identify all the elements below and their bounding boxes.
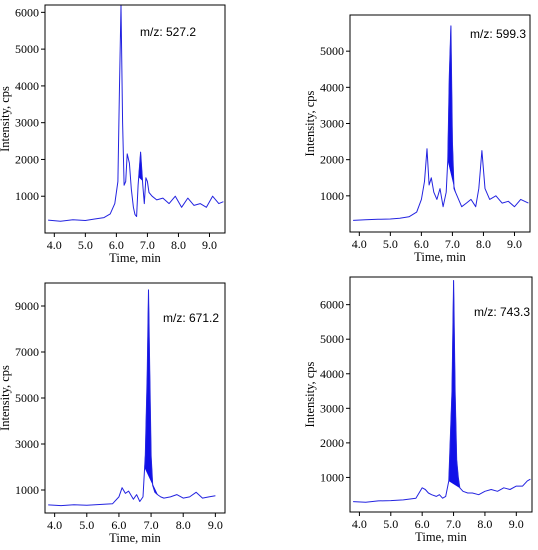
chart-panel-2: 4.0 5.0 6.0 7.0 8.0 9.0 1000 2000 3000 4000 5000 Ti… bbox=[303, 14, 531, 264]
y-tick-label: 9000 bbox=[15, 299, 39, 313]
x-tick-label: 9.0 bbox=[208, 518, 223, 532]
x-tick-label: 6.0 bbox=[415, 517, 430, 531]
chart-panel-3: 4.0 5.0 6.0 7.0 8.0 9.0 1000 3000 5000 7000 9000 Ti… bbox=[0, 282, 226, 545]
plot-frame bbox=[44, 4, 226, 234]
y-tick-label: 3000 bbox=[320, 401, 344, 415]
y-tick-label: 4000 bbox=[320, 367, 344, 381]
x-axis-label: Time, min bbox=[415, 530, 467, 544]
mz-annotation: m/z: 743.3 bbox=[474, 305, 530, 319]
y-tick-label: 5000 bbox=[320, 44, 344, 58]
y-tick-label: 5000 bbox=[15, 391, 39, 405]
y-axis-label: Intensity, cps bbox=[0, 86, 12, 152]
x-axis-label: Time, min bbox=[109, 251, 161, 265]
x-tick-label: 5.0 bbox=[383, 517, 398, 531]
chart-panel-4: 4.0 5.0 6.0 7.0 8.0 9.0 1000 2000 3000 4000 5000 60… bbox=[303, 276, 533, 544]
x-tick-label: 4.0 bbox=[352, 237, 367, 251]
x-tick-label: 7.0 bbox=[445, 237, 460, 251]
y-tick-label: 3000 bbox=[320, 117, 344, 131]
y-tick-label: 3000 bbox=[15, 437, 39, 451]
x-tick-label: 4.0 bbox=[47, 238, 62, 252]
chart-panel-1: 4.0 5.0 6.0 7.0 8.0 9.0 1000 2000 3000 4000 5000 60… bbox=[0, 4, 226, 265]
y-tick-label: 1000 bbox=[320, 470, 344, 484]
y-tick-label: 1000 bbox=[15, 189, 39, 203]
y-tick-label: 3000 bbox=[15, 116, 39, 130]
y-tick-label: 5000 bbox=[320, 332, 344, 346]
x-tick-label: 4.0 bbox=[47, 518, 62, 532]
y-tick-label: 2000 bbox=[15, 152, 39, 166]
chromatogram-trace bbox=[353, 280, 531, 503]
x-tick-label: 5.0 bbox=[79, 518, 94, 532]
chromatogram-trace bbox=[353, 25, 529, 221]
x-axis-label: Time, min bbox=[109, 531, 161, 545]
mz-annotation: m/z: 671.2 bbox=[163, 311, 219, 325]
chromatogram-trace bbox=[48, 289, 216, 507]
y-axis-label: Intensity, cps bbox=[303, 361, 317, 427]
y-tick-label: 1000 bbox=[320, 189, 344, 203]
x-tick-label: 8.0 bbox=[477, 517, 492, 531]
plot-frame bbox=[349, 276, 533, 513]
y-axis-label: Intensity, cps bbox=[0, 365, 12, 431]
x-tick-label: 6.0 bbox=[414, 237, 429, 251]
x-tick-label: 7.0 bbox=[144, 518, 159, 532]
y-tick-label: 1000 bbox=[15, 483, 39, 497]
y-tick-label: 6000 bbox=[320, 298, 344, 312]
x-tick-label: 6.0 bbox=[109, 238, 124, 252]
mz-annotation: m/z: 527.2 bbox=[140, 25, 196, 39]
x-tick-label: 5.0 bbox=[383, 237, 398, 251]
y-tick-label: 2000 bbox=[320, 153, 344, 167]
x-tick-label: 7.0 bbox=[446, 517, 461, 531]
x-tick-label: 8.0 bbox=[171, 238, 186, 252]
y-tick-label: 4000 bbox=[15, 79, 39, 93]
x-tick-label: 9.0 bbox=[509, 517, 524, 531]
x-tick-label: 8.0 bbox=[476, 237, 491, 251]
y-tick-label: 4000 bbox=[320, 80, 344, 94]
x-tick-label: 8.0 bbox=[176, 518, 191, 532]
y-tick-label: 2000 bbox=[320, 436, 344, 450]
x-axis-label: Time, min bbox=[414, 250, 466, 264]
x-tick-label: 9.0 bbox=[202, 238, 217, 252]
plot-frame bbox=[349, 14, 531, 233]
x-tick-label: 7.0 bbox=[140, 238, 155, 252]
x-tick-label: 6.0 bbox=[111, 518, 126, 532]
x-tick-label: 4.0 bbox=[352, 517, 367, 531]
y-tick-label: 6000 bbox=[15, 5, 39, 19]
mz-annotation: m/z: 599.3 bbox=[470, 27, 526, 41]
chromatogram-trace bbox=[48, 5, 224, 222]
y-tick-label: 7000 bbox=[15, 345, 39, 359]
x-tick-label: 5.0 bbox=[78, 238, 93, 252]
x-tick-label: 9.0 bbox=[507, 237, 522, 251]
y-axis-label: Intensity, cps bbox=[303, 90, 317, 156]
y-tick-label: 5000 bbox=[15, 42, 39, 56]
